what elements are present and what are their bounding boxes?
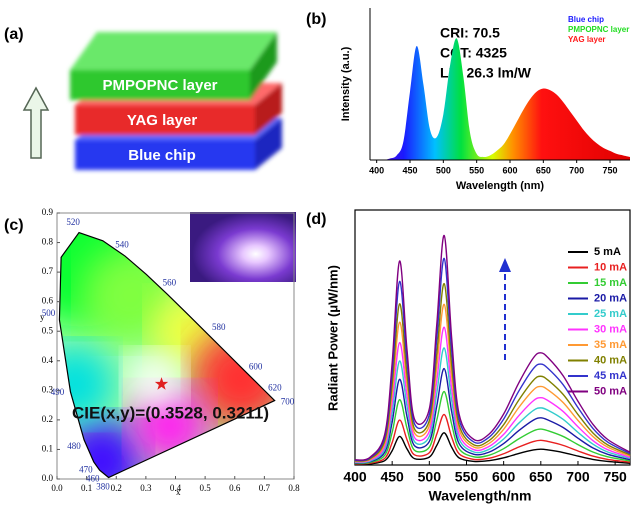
wavelength-label: 700 xyxy=(281,396,295,406)
x-tick-label: 450 xyxy=(380,469,404,485)
layer-label: PMPOPNC layer xyxy=(102,77,217,94)
wavelength-label: 560 xyxy=(163,278,177,288)
annotation: CCT: 4325 xyxy=(440,45,507,61)
x-tick-label: 600 xyxy=(492,469,516,485)
y-axis-label: Intensity (a.u.) xyxy=(340,46,352,121)
wavelength-label: 490 xyxy=(51,387,65,397)
legend-entry: 30 mA xyxy=(594,323,627,335)
x-tick-label: 500 xyxy=(436,165,451,175)
layer-label: Blue chip xyxy=(128,147,196,164)
y-tick-label: 0.7 xyxy=(42,266,54,276)
x-tick-label: 0.5 xyxy=(200,483,212,493)
series-line xyxy=(354,413,631,465)
gamut-glow xyxy=(59,344,115,425)
y-tick-label: 0.0 xyxy=(42,473,54,483)
x-tick-label: 400 xyxy=(343,469,367,485)
y-tick-label: 0.6 xyxy=(42,296,54,306)
annotation: CIE(x,y)=(0.3528, 0.3211) xyxy=(72,403,269,422)
x-tick-label: 750 xyxy=(602,165,617,175)
x-tick-label: 550 xyxy=(469,165,484,175)
wavelength-label: 620 xyxy=(268,383,282,393)
legend-entry: 45 mA xyxy=(594,370,627,382)
x-tick-label: 400 xyxy=(369,165,384,175)
x-tick-label: 0.3 xyxy=(140,483,152,493)
series-line xyxy=(354,367,631,464)
legend-entry: PMPOPNC layer xyxy=(568,25,629,34)
series-line xyxy=(354,390,631,465)
legend-entry: 10 mA xyxy=(594,261,627,273)
y-tick-label: 0.2 xyxy=(42,414,53,424)
wavelength-label: 380 xyxy=(96,481,110,491)
x-axis-label: Wavelength/nm xyxy=(429,488,532,504)
spectrum-area xyxy=(376,38,630,161)
legend-entry: Blue chip xyxy=(568,15,604,24)
x-tick-label: 0.8 xyxy=(288,483,300,493)
layer-stack xyxy=(70,32,282,170)
y-tick-label: 0.3 xyxy=(42,384,54,394)
inset-photo xyxy=(190,212,296,282)
panel-label: (c) xyxy=(4,217,24,234)
x-tick-label: 0.7 xyxy=(259,483,271,493)
legend-entry: 15 mA xyxy=(594,277,627,289)
x-tick-label: 650 xyxy=(529,469,553,485)
wavelength-label: 580 xyxy=(212,322,226,332)
x-axis-label: Wavelength (nm) xyxy=(456,180,545,192)
y-tick-label: 0.4 xyxy=(42,355,54,365)
series-line xyxy=(354,234,631,461)
annotation: CRI: 70.5 xyxy=(440,25,500,41)
trend-arrow xyxy=(499,258,511,360)
x-tick-label: 650 xyxy=(536,165,551,175)
legend-entry: YAG layer xyxy=(568,35,606,44)
y-axis-label: Radiant Power (μW/nm) xyxy=(325,265,340,411)
panel-label: (d) xyxy=(306,211,326,228)
x-tick-label: 0.6 xyxy=(229,483,241,493)
series-line xyxy=(354,326,631,463)
y-tick-label: 0.8 xyxy=(42,237,54,247)
wavelength-label: 600 xyxy=(249,361,263,371)
wavelength-label: 540 xyxy=(115,239,129,249)
legend-entry: 50 mA xyxy=(594,385,627,397)
x-axis-label: x xyxy=(176,487,181,497)
x-tick-label: 700 xyxy=(566,469,590,485)
series-line xyxy=(354,282,631,462)
panel-label: (b) xyxy=(306,11,326,28)
x-tick-label: 0.2 xyxy=(111,483,122,493)
gamut-glow xyxy=(124,351,185,412)
x-tick-label: 0.4 xyxy=(170,483,182,493)
x-tick-label: 450 xyxy=(402,165,417,175)
y-tick-label: 0.5 xyxy=(42,325,54,335)
x-tick-label: 0.1 xyxy=(81,483,92,493)
wavelength-label: 500 xyxy=(42,308,56,318)
series-line xyxy=(354,432,631,466)
legend-entry: 40 mA xyxy=(594,354,627,366)
plot-frame xyxy=(354,209,631,466)
y-axis-label: y xyxy=(40,312,45,322)
series-line xyxy=(354,347,631,464)
y-tick-label: 0.1 xyxy=(42,444,53,454)
legend-entry: 20 mA xyxy=(594,292,627,304)
x-tick-label: 500 xyxy=(418,469,442,485)
panel-label: (a) xyxy=(4,26,24,43)
up-arrow xyxy=(22,86,50,159)
x-tick-label: 750 xyxy=(603,469,627,485)
x-tick-label: 700 xyxy=(569,165,584,175)
x-tick-label: 0.0 xyxy=(51,483,63,493)
wavelength-label: 480 xyxy=(67,441,81,451)
layer-label: YAG layer xyxy=(127,112,197,129)
legend-entry: 5 mA xyxy=(594,246,621,258)
wavelength-label: 470 xyxy=(79,465,93,475)
legend-entry: 25 mA xyxy=(594,308,627,320)
wavelength-label: 520 xyxy=(66,217,80,227)
chromaticity-point xyxy=(154,377,169,390)
wavelength-label: 460 xyxy=(86,474,100,484)
y-tick-label: 0.9 xyxy=(42,207,54,217)
legend-entry: 35 mA xyxy=(594,339,627,351)
series-line xyxy=(354,303,631,463)
x-tick-label: 550 xyxy=(455,469,479,485)
spectral-locus xyxy=(58,231,276,479)
x-tick-label: 600 xyxy=(502,165,517,175)
series-line xyxy=(354,257,631,462)
